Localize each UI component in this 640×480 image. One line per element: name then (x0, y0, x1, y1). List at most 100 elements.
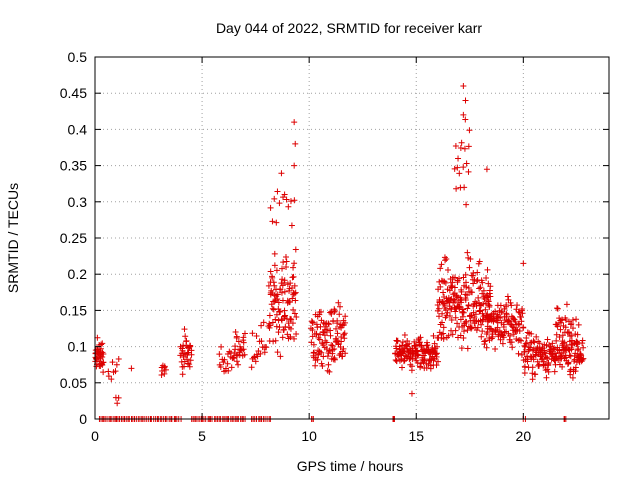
data-point (180, 342, 187, 349)
data-point (287, 325, 294, 332)
data-point (478, 333, 485, 340)
y-tick-label: 0.45 (60, 85, 87, 101)
data-point (460, 309, 467, 316)
data-point (543, 374, 550, 381)
data-point (538, 352, 545, 359)
data-point (464, 327, 471, 334)
data-point (263, 344, 270, 351)
data-point (515, 350, 522, 357)
data-point (453, 293, 460, 300)
data-point (291, 282, 298, 289)
data-point (399, 364, 405, 371)
data-point (462, 97, 469, 104)
data-point (186, 363, 193, 370)
x-tick-label: 15 (408, 428, 424, 444)
data-point (274, 349, 281, 356)
data-point (467, 256, 474, 263)
data-point (479, 279, 486, 286)
data-point (519, 310, 526, 317)
data-point (248, 364, 255, 371)
data-point (309, 320, 316, 327)
data-point (460, 334, 467, 341)
data-point (544, 355, 551, 362)
data-point (279, 276, 286, 283)
data-point (417, 334, 424, 341)
data-point (179, 371, 186, 378)
data-point (528, 330, 535, 337)
data-point (437, 283, 444, 290)
data-point (439, 319, 446, 326)
data-point (341, 330, 348, 337)
data-point (469, 289, 476, 296)
data-point (280, 259, 287, 266)
data-point (394, 337, 401, 344)
data-point (557, 326, 564, 333)
data-point (466, 127, 473, 134)
data-point (283, 263, 290, 270)
data-point (565, 329, 572, 336)
data-point (342, 313, 349, 320)
data-point (507, 332, 514, 339)
data-point (524, 329, 531, 336)
data-point (452, 143, 459, 150)
data-point (542, 350, 549, 357)
data-point (235, 338, 242, 345)
x-tick-label: 20 (516, 428, 532, 444)
data-point (321, 332, 328, 339)
data-point (433, 350, 440, 357)
data-point (507, 299, 514, 306)
data-point (338, 338, 345, 345)
data-point (520, 260, 527, 267)
data-point (99, 354, 106, 361)
data-point (278, 289, 285, 296)
data-point (463, 318, 470, 325)
data-point (240, 339, 247, 346)
data-point (415, 352, 422, 359)
data-point (436, 313, 443, 320)
data-point (553, 305, 560, 312)
data-point (508, 339, 515, 346)
data-point (435, 358, 442, 365)
data-point (286, 299, 293, 306)
data-point (476, 302, 483, 309)
data-point (440, 335, 447, 342)
data-point (333, 325, 339, 332)
data-point (505, 318, 512, 325)
data-point (274, 291, 281, 298)
data-point (563, 301, 570, 308)
data-point (457, 145, 464, 152)
data-point (500, 321, 507, 328)
data-point (416, 339, 423, 346)
data-point (406, 340, 413, 347)
data-point (438, 277, 445, 284)
data-point (452, 274, 459, 281)
data-point (273, 267, 280, 274)
data-point (448, 317, 455, 324)
data-point (265, 282, 272, 289)
data-point (451, 165, 458, 172)
data-point (569, 374, 576, 381)
data-point (484, 266, 491, 273)
data-point (331, 356, 338, 363)
data-point (468, 325, 475, 332)
data-point (105, 368, 112, 375)
data-point (292, 140, 299, 147)
data-point (573, 316, 580, 323)
data-point (249, 330, 256, 337)
data-point (235, 361, 242, 368)
x-axis-ticks: 0 5 10 15 20 (91, 57, 531, 444)
data-point (479, 328, 486, 335)
data-point (559, 340, 566, 347)
data-point (444, 267, 451, 274)
data-point (334, 320, 341, 327)
data-point (283, 258, 290, 265)
data-point (574, 347, 581, 354)
data-point (503, 311, 510, 318)
data-point (461, 145, 468, 152)
data-point (433, 362, 440, 369)
data-point (418, 342, 425, 349)
data-point (440, 324, 447, 331)
data-point (500, 334, 507, 341)
data-point (487, 283, 494, 290)
data-point (311, 349, 318, 356)
